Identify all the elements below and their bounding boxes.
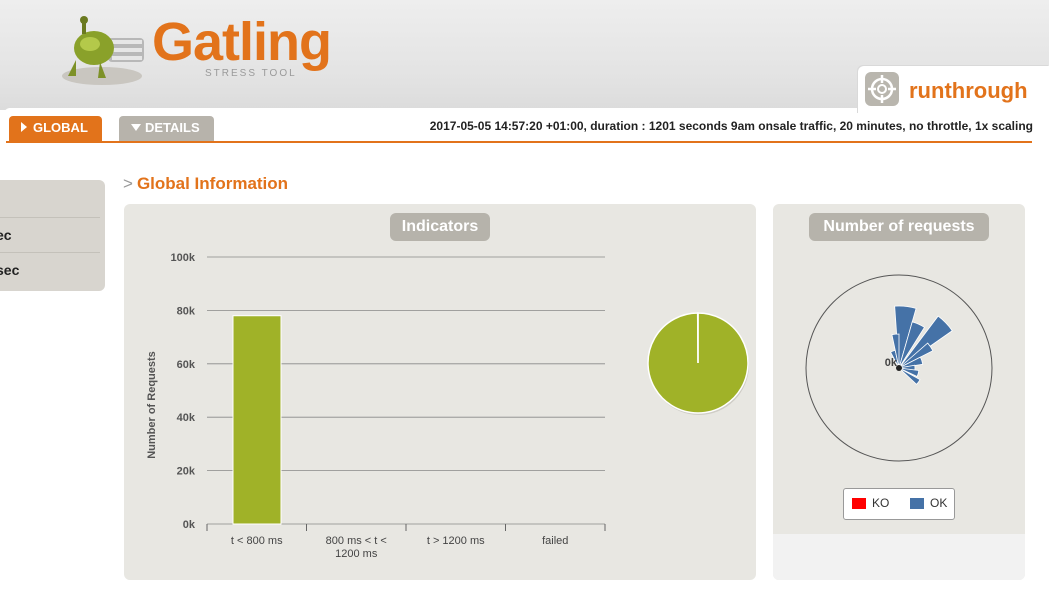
gatling-logo[interactable]: Gatling STRESS TOOL [60, 12, 350, 92]
polar-petal[interactable] [891, 333, 900, 369]
section-title: > Global Information [123, 174, 288, 194]
legend-swatch-ko [852, 498, 866, 509]
polar-petal[interactable] [898, 315, 953, 369]
legend-label-ok[interactable]: OK [930, 496, 948, 510]
polar-petal[interactable] [898, 367, 920, 377]
polar-outer-ring [805, 274, 993, 462]
side-menu-item[interactable]: sec [0, 252, 100, 287]
bar[interactable] [232, 315, 282, 525]
indicators-title: Indicators [390, 213, 490, 241]
requests-legend: KO OK [843, 488, 955, 520]
run-info: 2017-05-05 14:57:20 +01:00, duration : 1… [429, 119, 1033, 133]
panel-footer [773, 534, 1025, 580]
tab-bar: GLOBAL DETAILS [6, 115, 1032, 143]
side-menu: ec sec [0, 180, 105, 291]
y-axis-title: Number of Requests [146, 351, 158, 459]
indicators-bar-chart: Number of Requests 0k 20k 40k 60k 80k 100k t <… [146, 252, 606, 560]
arrow-right-icon [21, 122, 27, 132]
gatling-gun-icon [62, 16, 144, 85]
y-tick-label: 0k [183, 519, 196, 531]
x-tick-label: 800 ms < t < [326, 535, 387, 547]
y-tick-label: 40k [177, 412, 196, 424]
polar-petal[interactable] [898, 321, 925, 369]
target-icon [865, 72, 899, 106]
requests-polar-chart: 0k [805, 274, 993, 462]
legend-swatch-ok [910, 498, 924, 509]
x-tick-label: 1200 ms [335, 548, 378, 560]
x-tick-label: failed [542, 535, 568, 547]
brand-tagline: STRESS TOOL [205, 68, 297, 79]
side-menu-item[interactable]: ec [0, 217, 100, 252]
chevron-right-icon: > [123, 174, 133, 193]
indicators-pie-chart [647, 312, 749, 415]
polar-petal[interactable] [898, 342, 934, 369]
tab-details-label: DETAILS [145, 120, 200, 135]
x-tick-label: t > 1200 ms [427, 535, 485, 547]
x-tick-label: t < 800 ms [231, 535, 283, 547]
polar-center-label: 0k [885, 357, 898, 369]
section-title-text: Global Information [136, 174, 289, 193]
arrow-down-icon [131, 124, 141, 131]
y-tick-label: 80k [177, 305, 196, 317]
polar-petal[interactable] [894, 305, 917, 369]
legend-label-ko[interactable]: KO [872, 496, 890, 510]
polar-petal[interactable] [898, 367, 921, 385]
brand-name: Gatling [152, 12, 332, 72]
tab-global-label: GLOBAL [33, 120, 88, 135]
top-header: Gatling STRESS TOOL [0, 0, 1049, 110]
simulation-header: runthrough [858, 66, 1049, 114]
simulation-name: runthrough [909, 78, 1028, 103]
tab-global[interactable]: GLOBAL [9, 116, 102, 141]
requests-title: Number of requests [809, 213, 989, 241]
tab-details[interactable]: DETAILS [119, 116, 214, 141]
y-tick-label: 60k [177, 359, 196, 371]
y-tick-label: 100k [171, 252, 196, 264]
y-tick-label: 20k [177, 466, 196, 478]
polar-petal[interactable] [898, 356, 924, 369]
indicators-panel: Indicators [124, 204, 756, 580]
polar-petals [890, 305, 953, 385]
polar-center-dot [896, 365, 902, 371]
